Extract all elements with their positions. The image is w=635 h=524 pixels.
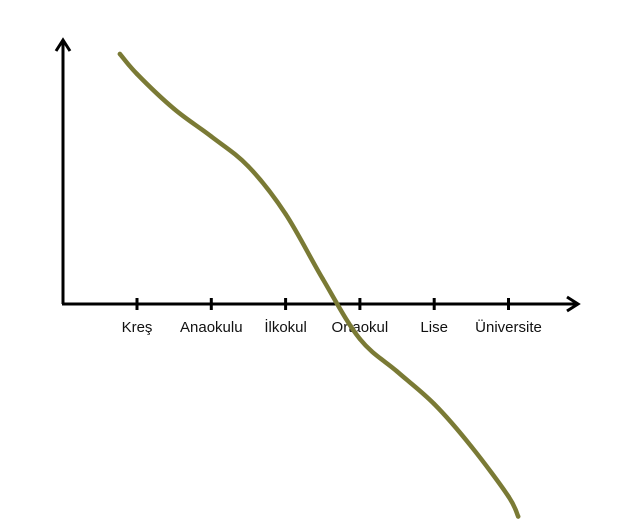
x-tick-label: Lise [420, 319, 448, 336]
series-group [117, 51, 521, 519]
x-tick-label: Ortaokul [332, 319, 389, 336]
x-axis-arrowhead [566, 295, 581, 313]
y-axis-arrowhead [54, 37, 72, 52]
x-tick-labels: Kreş Anaokulu İlkokul Ortaokul Lise Üniversit… [122, 318, 542, 336]
series-line [117, 51, 521, 519]
series-point [209, 134, 214, 139]
series-point [246, 164, 251, 169]
series-point [432, 401, 437, 407]
series-point [283, 211, 288, 217]
x-tick-label: Kreş [122, 319, 153, 336]
x-ticks [135, 298, 510, 310]
series-point [117, 51, 123, 57]
series-point [172, 106, 177, 112]
series-point [394, 369, 400, 374]
series-point [469, 444, 474, 449]
axes [54, 37, 581, 313]
x-tick-label: İlkokul [264, 318, 307, 336]
series-point [134, 71, 140, 77]
x-tick-label: Üniversite [475, 318, 542, 336]
x-tick-label: Anaokulu [180, 319, 243, 336]
series-point [320, 276, 325, 282]
series-point [506, 494, 511, 499]
series-point [357, 336, 363, 342]
series-point [516, 514, 521, 519]
